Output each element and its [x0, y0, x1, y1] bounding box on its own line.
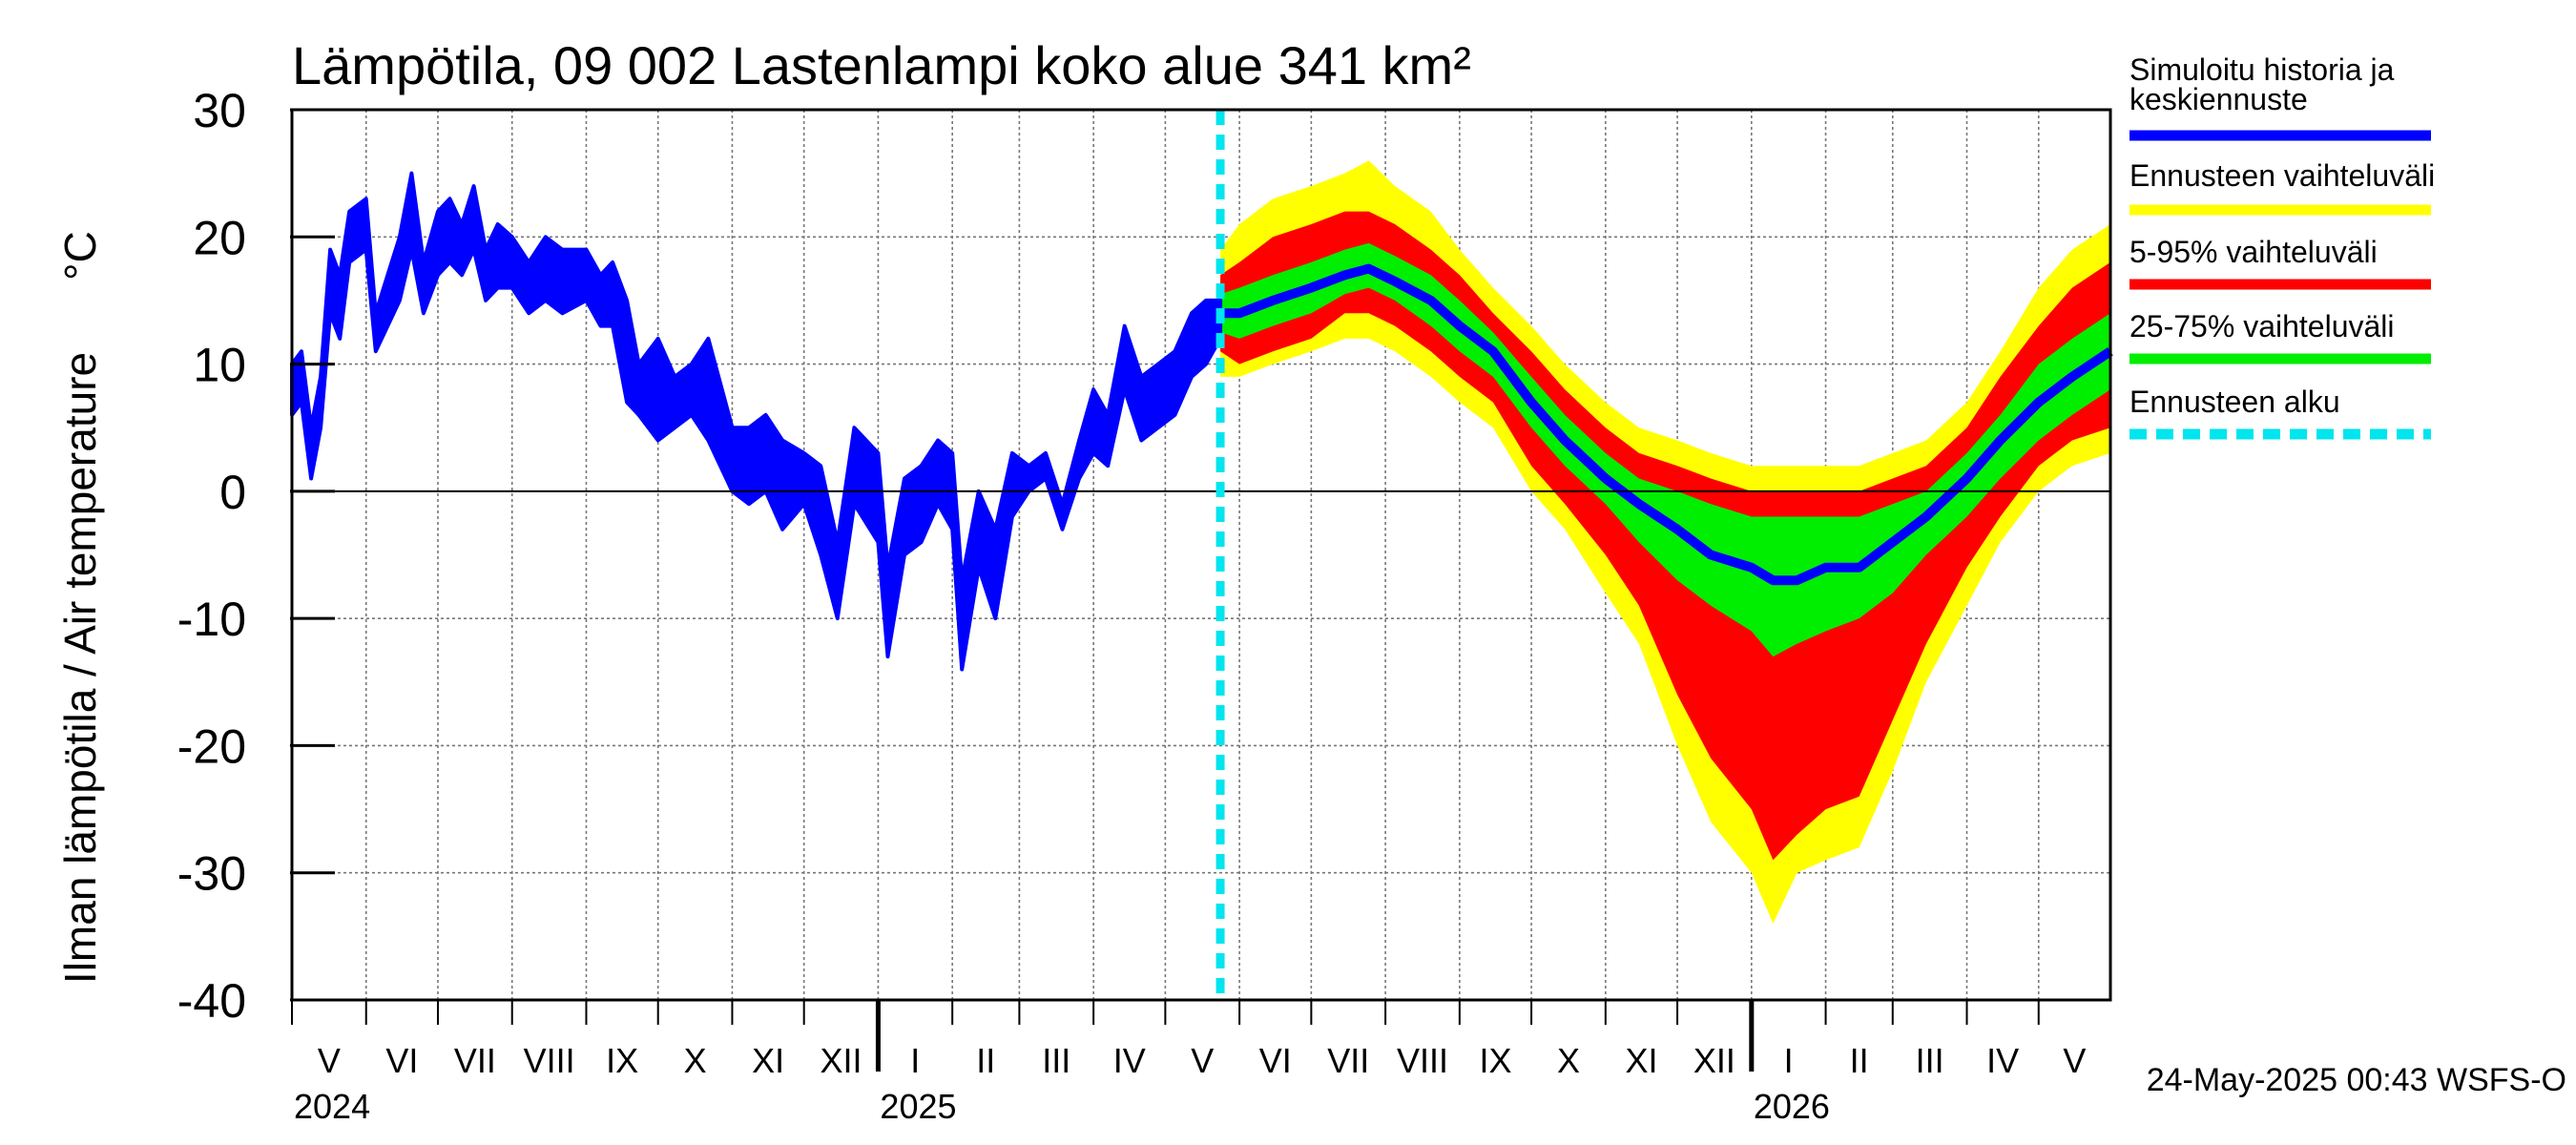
legend-label: 25-75% vaihteluväli [2129, 309, 2395, 344]
legend-label: Simuloitu historia ja [2129, 52, 2395, 87]
month-tick-label: IV [1986, 1041, 2019, 1080]
legend-label: Ennusteen vaihteluväli [2129, 158, 2435, 193]
year-tick-label: 2024 [294, 1087, 370, 1126]
month-tick-label: V [318, 1041, 341, 1080]
month-tick-label: III [1042, 1041, 1070, 1080]
plot-frame [290, 108, 2112, 1002]
month-tick-label: X [1557, 1041, 1580, 1080]
month-tick-label: I [910, 1041, 920, 1080]
forecast-median-line [1220, 263, 2113, 586]
month-tick-label: VIII [524, 1041, 575, 1080]
history-series [290, 171, 1223, 672]
forecast-25-75-band [1220, 242, 2110, 657]
y-tick-label: -30 [177, 847, 246, 901]
month-tick-label: V [2063, 1041, 2086, 1080]
month-tick-label: VI [1259, 1041, 1292, 1080]
y-tick-label: 10 [193, 339, 246, 392]
month-tick-label: I [1784, 1041, 1794, 1080]
axes [290, 108, 2112, 1072]
month-tick-label: III [1916, 1041, 1944, 1080]
y-axis-unit: °C [55, 231, 105, 281]
timestamp-label: 24-May-2025 00:43 WSFS-O [2147, 1062, 2566, 1098]
month-tick-label: XI [1625, 1041, 1657, 1080]
y-tick-label: 20 [193, 211, 246, 264]
month-tick-label: IX [606, 1041, 638, 1080]
x-tick-labels: V VI VII VIII IX X XI XII I II III IV V VI VII VIII IX X X… [294, 1041, 2086, 1126]
year-tick-label: 2025 [880, 1087, 956, 1126]
year-tick-label: 2026 [1754, 1087, 1830, 1126]
y-axis-label: Ilman lämpötila / Air temperature [55, 352, 105, 984]
legend-label: keskiennuste [2129, 82, 2308, 116]
legend-label: Ennusteen alku [2129, 385, 2340, 419]
month-tick-label: VII [454, 1041, 496, 1080]
month-tick-label: XII [821, 1041, 862, 1080]
chart-title: Lämpötila, 09 002 Lastenlampi koko alue … [292, 35, 1471, 95]
y-tick-label: -10 [177, 593, 246, 646]
y-tick-label: 0 [219, 466, 246, 519]
y-tick-label: 30 [193, 84, 246, 137]
month-tick-label: V [1191, 1041, 1214, 1080]
month-tick-label: XII [1693, 1041, 1735, 1080]
month-tick-label: VI [385, 1041, 418, 1080]
month-tick-label: IV [1113, 1041, 1146, 1080]
forecast-bands [1220, 160, 2113, 925]
month-tick-label: X [684, 1041, 707, 1080]
y-tick-label: -20 [177, 719, 246, 773]
legend-label: 5-95% vaihteluväli [2129, 235, 2378, 269]
month-tick-label: XI [752, 1041, 784, 1080]
month-tick-label: IX [1479, 1041, 1511, 1080]
month-tick-label: VIII [1397, 1041, 1448, 1080]
month-tick-label: VII [1327, 1041, 1369, 1080]
y-tick-labels: 30 20 10 0 -10 -20 -30 -40 [177, 84, 246, 1028]
month-tick-label: II [1850, 1041, 1869, 1080]
history-band [290, 171, 1223, 672]
month-tick-label: II [976, 1041, 995, 1080]
y-tick-label: -40 [177, 974, 246, 1028]
